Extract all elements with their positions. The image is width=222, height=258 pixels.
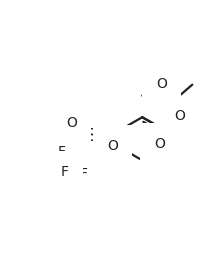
Text: O: O <box>156 77 167 91</box>
Text: S: S <box>86 127 97 146</box>
Text: O: O <box>67 116 77 130</box>
Text: F: F <box>79 167 87 181</box>
Text: F: F <box>58 145 66 159</box>
Text: O: O <box>174 109 185 123</box>
Text: O: O <box>107 139 118 153</box>
Text: O: O <box>154 137 165 151</box>
Text: O: O <box>97 118 108 132</box>
Text: F: F <box>61 165 69 179</box>
